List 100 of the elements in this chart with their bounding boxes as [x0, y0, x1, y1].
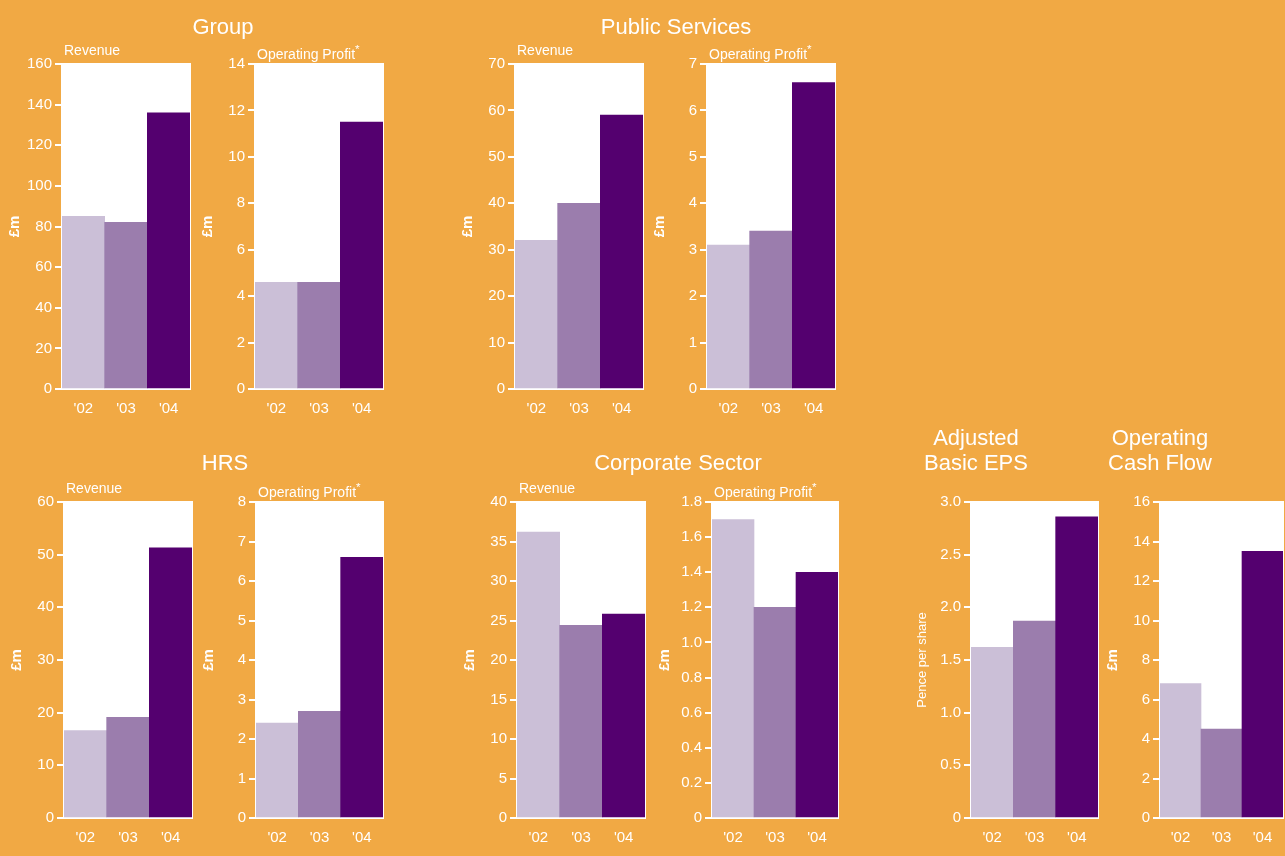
x-tick-label: '03	[309, 399, 329, 417]
y-axis-title: £m	[199, 649, 217, 671]
y-tick-label: 10	[1133, 610, 1150, 628]
y-tick-label: 40	[35, 297, 52, 315]
y-tick-label: 60	[37, 492, 54, 510]
x-tick-label: '02	[718, 399, 739, 417]
chart-title: Public Services	[599, 14, 753, 39]
y-tick-label: 50	[37, 544, 54, 562]
chart-subtitle: Revenue	[64, 42, 121, 58]
x-tick-label: '03	[569, 399, 589, 417]
y-tick-label: 6	[236, 239, 245, 257]
bar	[1160, 683, 1202, 818]
y-tick-label: 1.4	[681, 562, 702, 580]
y-tick-label: 5	[498, 768, 507, 786]
y-axis-title: £m	[460, 649, 478, 671]
y-tick-label: 0.4	[681, 737, 702, 755]
x-tick-label: '02	[73, 399, 94, 417]
y-tick-label: 0	[1141, 808, 1150, 826]
chart-subtitle: Operating Profit$^{*}$	[714, 480, 817, 500]
x-tick-label: '04	[807, 828, 827, 846]
chart-title: Group	[191, 14, 255, 39]
y-tick-label: 0	[952, 808, 961, 826]
x-tick-label: '04	[160, 828, 181, 846]
x-tick-label: '03	[1024, 828, 1045, 846]
y-tick-label: 6	[237, 571, 246, 589]
y-tick-label: 140	[26, 94, 52, 112]
y-tick-label: 80	[35, 216, 52, 234]
y-tick-label: 4	[688, 193, 697, 211]
y-tick-label: 6	[1141, 689, 1150, 707]
chart-subtitle: Revenue	[517, 42, 574, 58]
bar	[256, 722, 299, 818]
y-tick-label: 0	[498, 808, 507, 826]
y-tick-label: 4	[1141, 729, 1150, 747]
y-tick-label: 10	[228, 147, 245, 164]
y-tick-label: 1.2	[681, 597, 702, 615]
y-tick-label: 7	[688, 54, 697, 72]
y-tick-label: 60	[488, 100, 505, 118]
y-tick-label: 2.0	[940, 597, 961, 615]
x-tick-label: '02	[266, 399, 287, 417]
y-tick-label: 2	[688, 286, 697, 304]
x-tick-label: '02	[528, 828, 549, 846]
chart-subtitle: Operating Profit$^{*}$	[709, 42, 812, 62]
y-tick-label: 50	[488, 147, 505, 164]
bar	[64, 730, 107, 818]
x-tick-label: '02	[75, 828, 96, 846]
y-tick-label: 6	[688, 100, 697, 118]
x-tick-label: '04	[1067, 828, 1087, 846]
y-tick-label: 5	[688, 147, 697, 164]
y-tick-label: 25	[490, 610, 507, 628]
x-tick-label: '02	[1170, 828, 1191, 846]
y-tick-label: 14	[228, 54, 245, 72]
chart-subtitle: Operating Profit$^{*}$	[257, 42, 360, 62]
chart-subtitle: Operating Profit$^{*}$	[258, 480, 361, 500]
y-tick-label: 40	[37, 597, 54, 615]
y-tick-label: 40	[488, 193, 505, 211]
y-tick-label: 160	[26, 54, 52, 72]
y-tick-label: 1.0	[681, 632, 702, 650]
chart-title: Corporate Sector	[593, 450, 763, 475]
y-tick-label: 4	[236, 286, 245, 304]
y-tick-label: 2	[1141, 768, 1150, 786]
y-axis-title: £m	[5, 215, 23, 238]
y-tick-label: 30	[490, 571, 507, 589]
x-tick-label: '03	[118, 828, 138, 846]
y-tick-label: 20	[37, 702, 54, 720]
y-tick-label: 1.5	[940, 650, 961, 668]
y-tick-label: 0	[45, 808, 54, 826]
y-tick-label: 100	[26, 176, 52, 194]
y-tick-label: 3	[688, 239, 697, 257]
x-tick-label: '04	[803, 399, 824, 417]
y-tick-label: 14	[1133, 531, 1150, 549]
y-tick-label: 0.2	[681, 773, 702, 791]
y-tick-label: 0.8	[681, 667, 702, 685]
y-axis-title: £m	[458, 215, 476, 238]
x-tick-label: '03	[571, 828, 591, 846]
chart-title: Adjusted Basic EPS	[923, 425, 1029, 475]
y-tick-label: 40	[490, 492, 507, 510]
x-tick-label: '03	[116, 399, 136, 417]
y-tick-label: 0.5	[940, 755, 961, 773]
y-tick-label: 120	[26, 135, 52, 153]
y-tick-label: 0.6	[681, 702, 702, 720]
x-tick-label: '04	[351, 399, 372, 417]
y-tick-label: 7	[237, 531, 246, 549]
y-tick-label: 30	[488, 239, 505, 257]
y-axis-title: £m	[655, 649, 673, 671]
y-tick-label: 8	[1141, 650, 1150, 668]
y-tick-label: 8	[237, 492, 246, 510]
x-tick-label: '03	[1211, 828, 1232, 846]
y-tick-label: 1.0	[940, 702, 961, 720]
y-tick-label: 1.8	[681, 492, 702, 510]
y-axis-title: £m	[198, 215, 216, 238]
x-tick-label: '02	[526, 399, 547, 417]
chart-title: Operating Cash Flow	[1107, 425, 1213, 475]
y-tick-label: 10	[37, 755, 54, 773]
y-tick-label: 2.5	[940, 544, 961, 562]
x-tick-label: '02	[267, 828, 287, 846]
y-tick-label: 0	[236, 379, 245, 397]
y-tick-label: 20	[488, 286, 505, 304]
y-tick-label: 15	[490, 689, 507, 707]
y-tick-label: 2	[236, 332, 245, 350]
y-tick-label: 0	[688, 379, 697, 397]
